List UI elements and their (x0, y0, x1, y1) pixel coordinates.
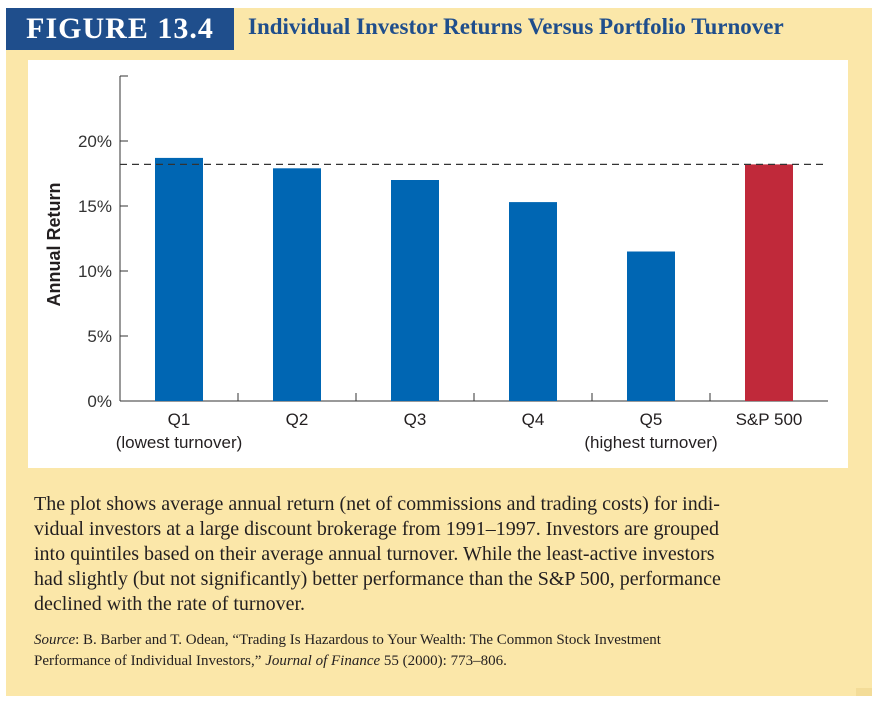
bar-q1 (155, 157, 203, 401)
y-axis-title: Annual Return (44, 183, 64, 307)
y-tick-label: 5% (87, 327, 112, 346)
x-tick-label: Q2 (286, 410, 309, 429)
bar-q4 (509, 202, 557, 401)
figure-number: FIGURE 13.4 (6, 8, 234, 50)
source-text-1: : B. Barber and T. Odean, “Trading Is Ha… (75, 632, 661, 648)
chart-area: 0% 5% 10% 15% 20% Annual Return Q1 (lowest turn… (28, 60, 848, 468)
bar-chart: 0% 5% 10% 15% 20% Annual Return Q1 (lowest turn… (44, 75, 828, 452)
source-text-2: Performance of Individual Investors,” (34, 653, 266, 669)
y-tick-label: 15% (78, 197, 112, 216)
x-tick-label: Q4 (522, 410, 545, 429)
source-line-2: Performance of Individual Investors,” Jo… (34, 651, 834, 672)
bar-q3 (391, 180, 439, 401)
bar-s-p-500 (745, 164, 793, 401)
source-note: Source: B. Barber and T. Odean, “Trading… (34, 630, 834, 672)
y-tick-label: 10% (78, 262, 112, 281)
journal-name: Journal of Finance (265, 653, 381, 669)
figure-title: Individual Investor Returns Versus Portf… (248, 14, 784, 39)
source-label: Source (34, 632, 76, 648)
caption-line: vidual investors at a large discount bro… (34, 518, 719, 540)
source-text-3: 55 (2000): 773–806. (380, 653, 507, 669)
caption-line: declined with the rate of turnover. (34, 593, 306, 615)
x-tick-label: Q3 (404, 410, 427, 429)
corner-mark (856, 688, 872, 696)
y-tick-label: 20% (78, 132, 112, 151)
x-tick-label: S&P 500 (736, 410, 803, 429)
caption-line: had slightly (but not significantly) bet… (34, 568, 721, 590)
bar-q5 (627, 251, 675, 401)
x-tick-label: Q5 (640, 410, 663, 429)
source-line-1: Source: B. Barber and T. Odean, “Trading… (34, 630, 834, 651)
caption-line: into quintiles based on their average an… (34, 543, 715, 565)
x-tick-label: Q1 (168, 410, 191, 429)
figure-caption: The plot shows average annual return (ne… (34, 492, 834, 617)
caption-line: The plot shows average annual return (ne… (34, 493, 720, 515)
y-tick-label: 0% (87, 392, 112, 411)
x-tick-sublabel: (lowest turnover) (116, 433, 243, 452)
bar-q2 (273, 168, 321, 401)
x-tick-sublabel: (highest turnover) (584, 433, 717, 452)
